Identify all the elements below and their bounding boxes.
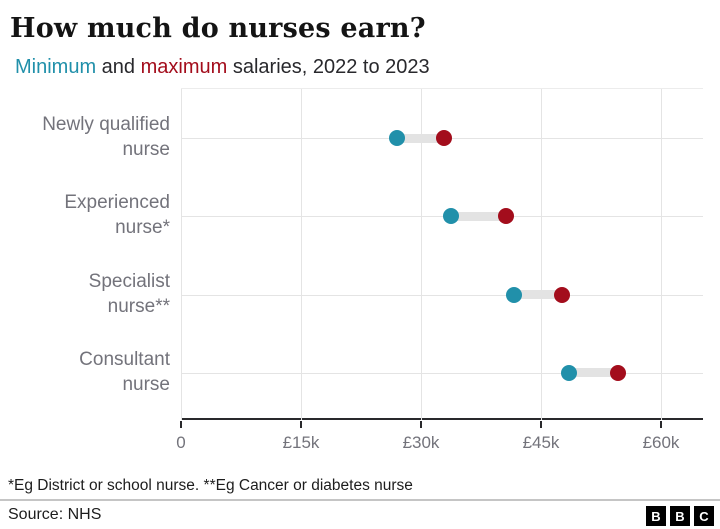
range-connector <box>569 368 618 378</box>
range-connector <box>397 133 445 143</box>
chart-title: How much do nurses earn? <box>10 13 426 44</box>
divider-line <box>0 499 720 501</box>
minimum-salary-dot <box>561 364 578 381</box>
x-axis-tick-label: 0 <box>176 433 186 452</box>
category-label-line: nurse* <box>115 217 170 239</box>
maximum-salary-dot <box>554 286 571 303</box>
category-label: Newly qualified nurse <box>0 112 170 162</box>
bbc-logo-letter: C <box>694 506 714 526</box>
footnote-text: *Eg District or school nurse. **Eg Cance… <box>8 477 413 494</box>
x-axis-line <box>181 418 703 420</box>
range-connector <box>450 211 506 221</box>
category-label-line: nurse <box>122 373 170 395</box>
subtitle-rest-text: salaries, 2022 to 2023 <box>227 56 430 78</box>
horizontal-gridline <box>181 294 703 296</box>
vertical-gridline <box>181 89 182 420</box>
x-axis-tick-label: £45k <box>522 433 560 452</box>
legend-maximum-label: maximum <box>140 56 228 78</box>
category-label: Specialist nurse** <box>0 269 170 319</box>
maximum-salary-dot <box>609 364 626 381</box>
category-label-line: Experienced <box>64 192 170 214</box>
minimum-salary-dot <box>442 208 459 225</box>
vertical-gridline <box>661 89 662 420</box>
minimum-salary-dot <box>389 130 406 146</box>
category-label: Experienced nurse* <box>0 190 170 240</box>
maximum-salary-dot <box>497 208 514 225</box>
bbc-logo-letter: B <box>646 506 666 526</box>
x-axis-tick <box>300 421 302 428</box>
category-label-line: nurse <box>122 139 170 160</box>
x-axis-tick-label: £60k <box>642 433 680 452</box>
category-label-line: nurse** <box>107 295 170 317</box>
category-label-line: Consultant <box>79 348 170 370</box>
plot-area: 0 £15k £30k £45k £60k <box>176 88 703 452</box>
category-axis-labels: Newly qualified nurse Experienced nurse* Spe… <box>0 88 170 420</box>
x-axis-tick <box>660 421 662 428</box>
subtitle-and-text: and <box>96 56 141 78</box>
vertical-gridline <box>421 89 422 420</box>
x-axis-tick <box>180 421 182 428</box>
category-label: Consultant nurse <box>0 347 170 397</box>
horizontal-gridline <box>181 216 703 218</box>
category-label-line: Newly qualified <box>42 114 170 135</box>
x-axis-tick-label: £30k <box>402 433 440 452</box>
horizontal-gridline <box>181 372 703 374</box>
range-connector <box>514 290 563 300</box>
bbc-logo-letter: B <box>670 506 690 526</box>
category-label-line: Specialist <box>88 270 170 292</box>
x-axis-tick <box>420 421 422 428</box>
vertical-gridline <box>301 89 302 420</box>
source-label: Source: NHS <box>8 506 102 523</box>
x-axis-tick <box>540 421 542 428</box>
minimum-salary-dot <box>506 286 523 303</box>
vertical-gridline <box>541 89 542 420</box>
legend-minimum-label: Minimum <box>15 56 97 78</box>
chart-subtitle: Minimum and maximum salaries, 2022 to 20… <box>15 56 430 79</box>
maximum-salary-dot <box>436 130 453 146</box>
x-axis-tick-label: £15k <box>282 433 320 452</box>
